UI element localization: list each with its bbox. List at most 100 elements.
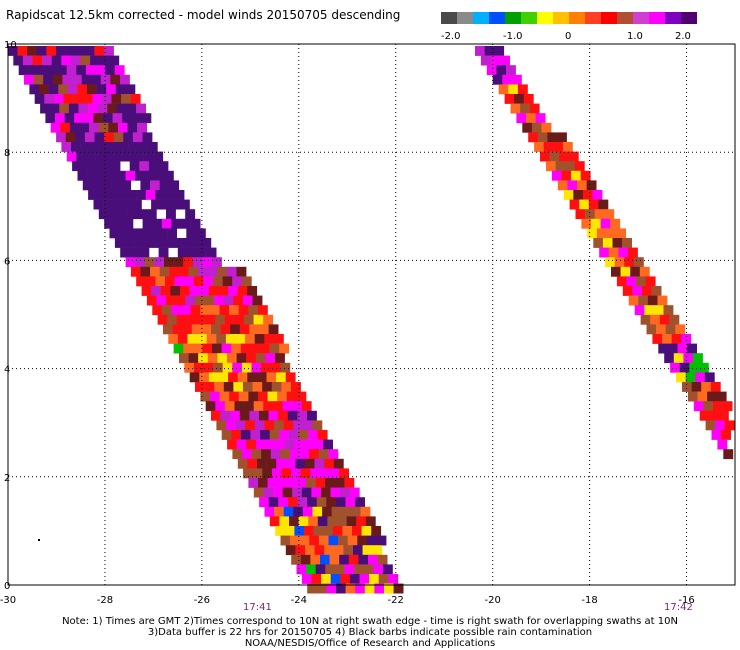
swath-cell: [246, 353, 257, 364]
swath-cell: [713, 401, 723, 412]
swath-cell: [330, 574, 341, 584]
swath-cell: [230, 324, 241, 335]
swath-cell: [618, 247, 629, 258]
swath-cell: [634, 305, 645, 316]
swath-cell: [246, 439, 257, 450]
swath-cell: [62, 74, 73, 85]
swath-cell: [151, 199, 161, 210]
swath-cell: [670, 362, 680, 373]
swath-cell: [198, 266, 208, 277]
swath-cell: [662, 334, 672, 344]
swath-cell: [502, 74, 513, 85]
swath-cell: [274, 420, 284, 431]
x-tick-label: -28: [97, 595, 113, 606]
swath-cell: [173, 343, 184, 354]
swath-cell: [104, 218, 115, 229]
swath-cell: [142, 132, 153, 143]
swath-cell: [707, 391, 717, 402]
swath-cell: [241, 276, 252, 287]
swath-cell: [263, 314, 274, 325]
swath-cell: [289, 516, 299, 527]
swath-cell: [535, 113, 546, 124]
swath-cell: [27, 46, 38, 56]
swath-cell: [140, 266, 151, 277]
swath-cell: [307, 497, 317, 508]
swath-cell: [324, 545, 335, 556]
swath-cell: [240, 430, 251, 440]
swath-cell: [693, 401, 704, 412]
swath-cell: [276, 458, 287, 469]
swath-cell: [345, 497, 356, 508]
swath-cell: [207, 353, 218, 364]
swath-cell: [105, 151, 116, 162]
swath-cell: [275, 439, 285, 450]
swath-cell: [214, 382, 225, 392]
x-tick-label: -30: [0, 595, 16, 606]
swath-cell: [143, 238, 154, 248]
swath-cell: [663, 305, 674, 316]
swath-cell: [170, 199, 181, 210]
swath-cell: [218, 372, 229, 383]
swath-cell: [221, 430, 232, 440]
swath-cell: [298, 516, 309, 527]
swath-cell: [195, 228, 206, 239]
swath-cell: [325, 478, 336, 488]
swath-cell: [72, 161, 82, 172]
swath-cell: [269, 343, 280, 354]
swath-cell: [332, 526, 343, 536]
swath-cell: [154, 257, 165, 268]
swath-cell: [129, 247, 140, 258]
swath-cell: [339, 554, 350, 565]
swath-cell: [514, 94, 525, 104]
swath-cell: [236, 266, 247, 277]
swath-cell: [135, 257, 146, 268]
swath-cell: [151, 286, 162, 296]
swath-cell: [238, 391, 249, 402]
swath-cell: [112, 199, 123, 210]
swath-cell: [652, 334, 663, 344]
swath-cell: [192, 343, 203, 354]
swath-cell: [683, 353, 694, 364]
swath-cell: [562, 142, 573, 152]
swath-cell: [673, 353, 684, 364]
swath-cell: [253, 401, 264, 412]
swath-cell: [251, 449, 262, 460]
swath-cell: [272, 401, 283, 412]
swath-cell: [557, 180, 568, 191]
y-tick-label: 10: [4, 40, 17, 51]
swath-cell: [13, 55, 24, 66]
swath-cell: [475, 46, 485, 56]
swath-cell: [304, 526, 314, 536]
swath-cell: [182, 324, 193, 335]
swath-cell: [612, 238, 623, 248]
swath-cell: [223, 295, 234, 306]
swath-cell: [44, 94, 55, 104]
swath-cell: [534, 142, 544, 152]
swath-cell: [87, 170, 97, 181]
swath-cell: [116, 190, 127, 200]
swath-cell: [136, 190, 146, 200]
y-tick-label: 0: [4, 581, 10, 592]
swath-cell: [280, 535, 291, 546]
swath-cell: [172, 324, 183, 335]
swath-cell: [259, 497, 269, 508]
swath-cell: [187, 334, 198, 344]
swath-cell: [306, 478, 316, 488]
swath-cell: [297, 497, 308, 508]
swath-cell: [334, 478, 345, 488]
swath-cell: [175, 295, 186, 306]
swath-cell: [124, 238, 135, 248]
swath-cell: [608, 247, 619, 258]
swath-cell: [225, 334, 236, 344]
swath-cell: [650, 314, 661, 325]
time-label-right: 17:42: [664, 602, 693, 613]
swath-cell: [177, 334, 188, 344]
swath-cell: [644, 305, 655, 316]
swath-cell: [130, 266, 141, 277]
swath-cell: [239, 324, 250, 335]
swath-cell: [616, 228, 626, 239]
swath-cell: [184, 276, 195, 287]
swath-cell: [598, 199, 609, 210]
swath-cell: [169, 266, 180, 277]
